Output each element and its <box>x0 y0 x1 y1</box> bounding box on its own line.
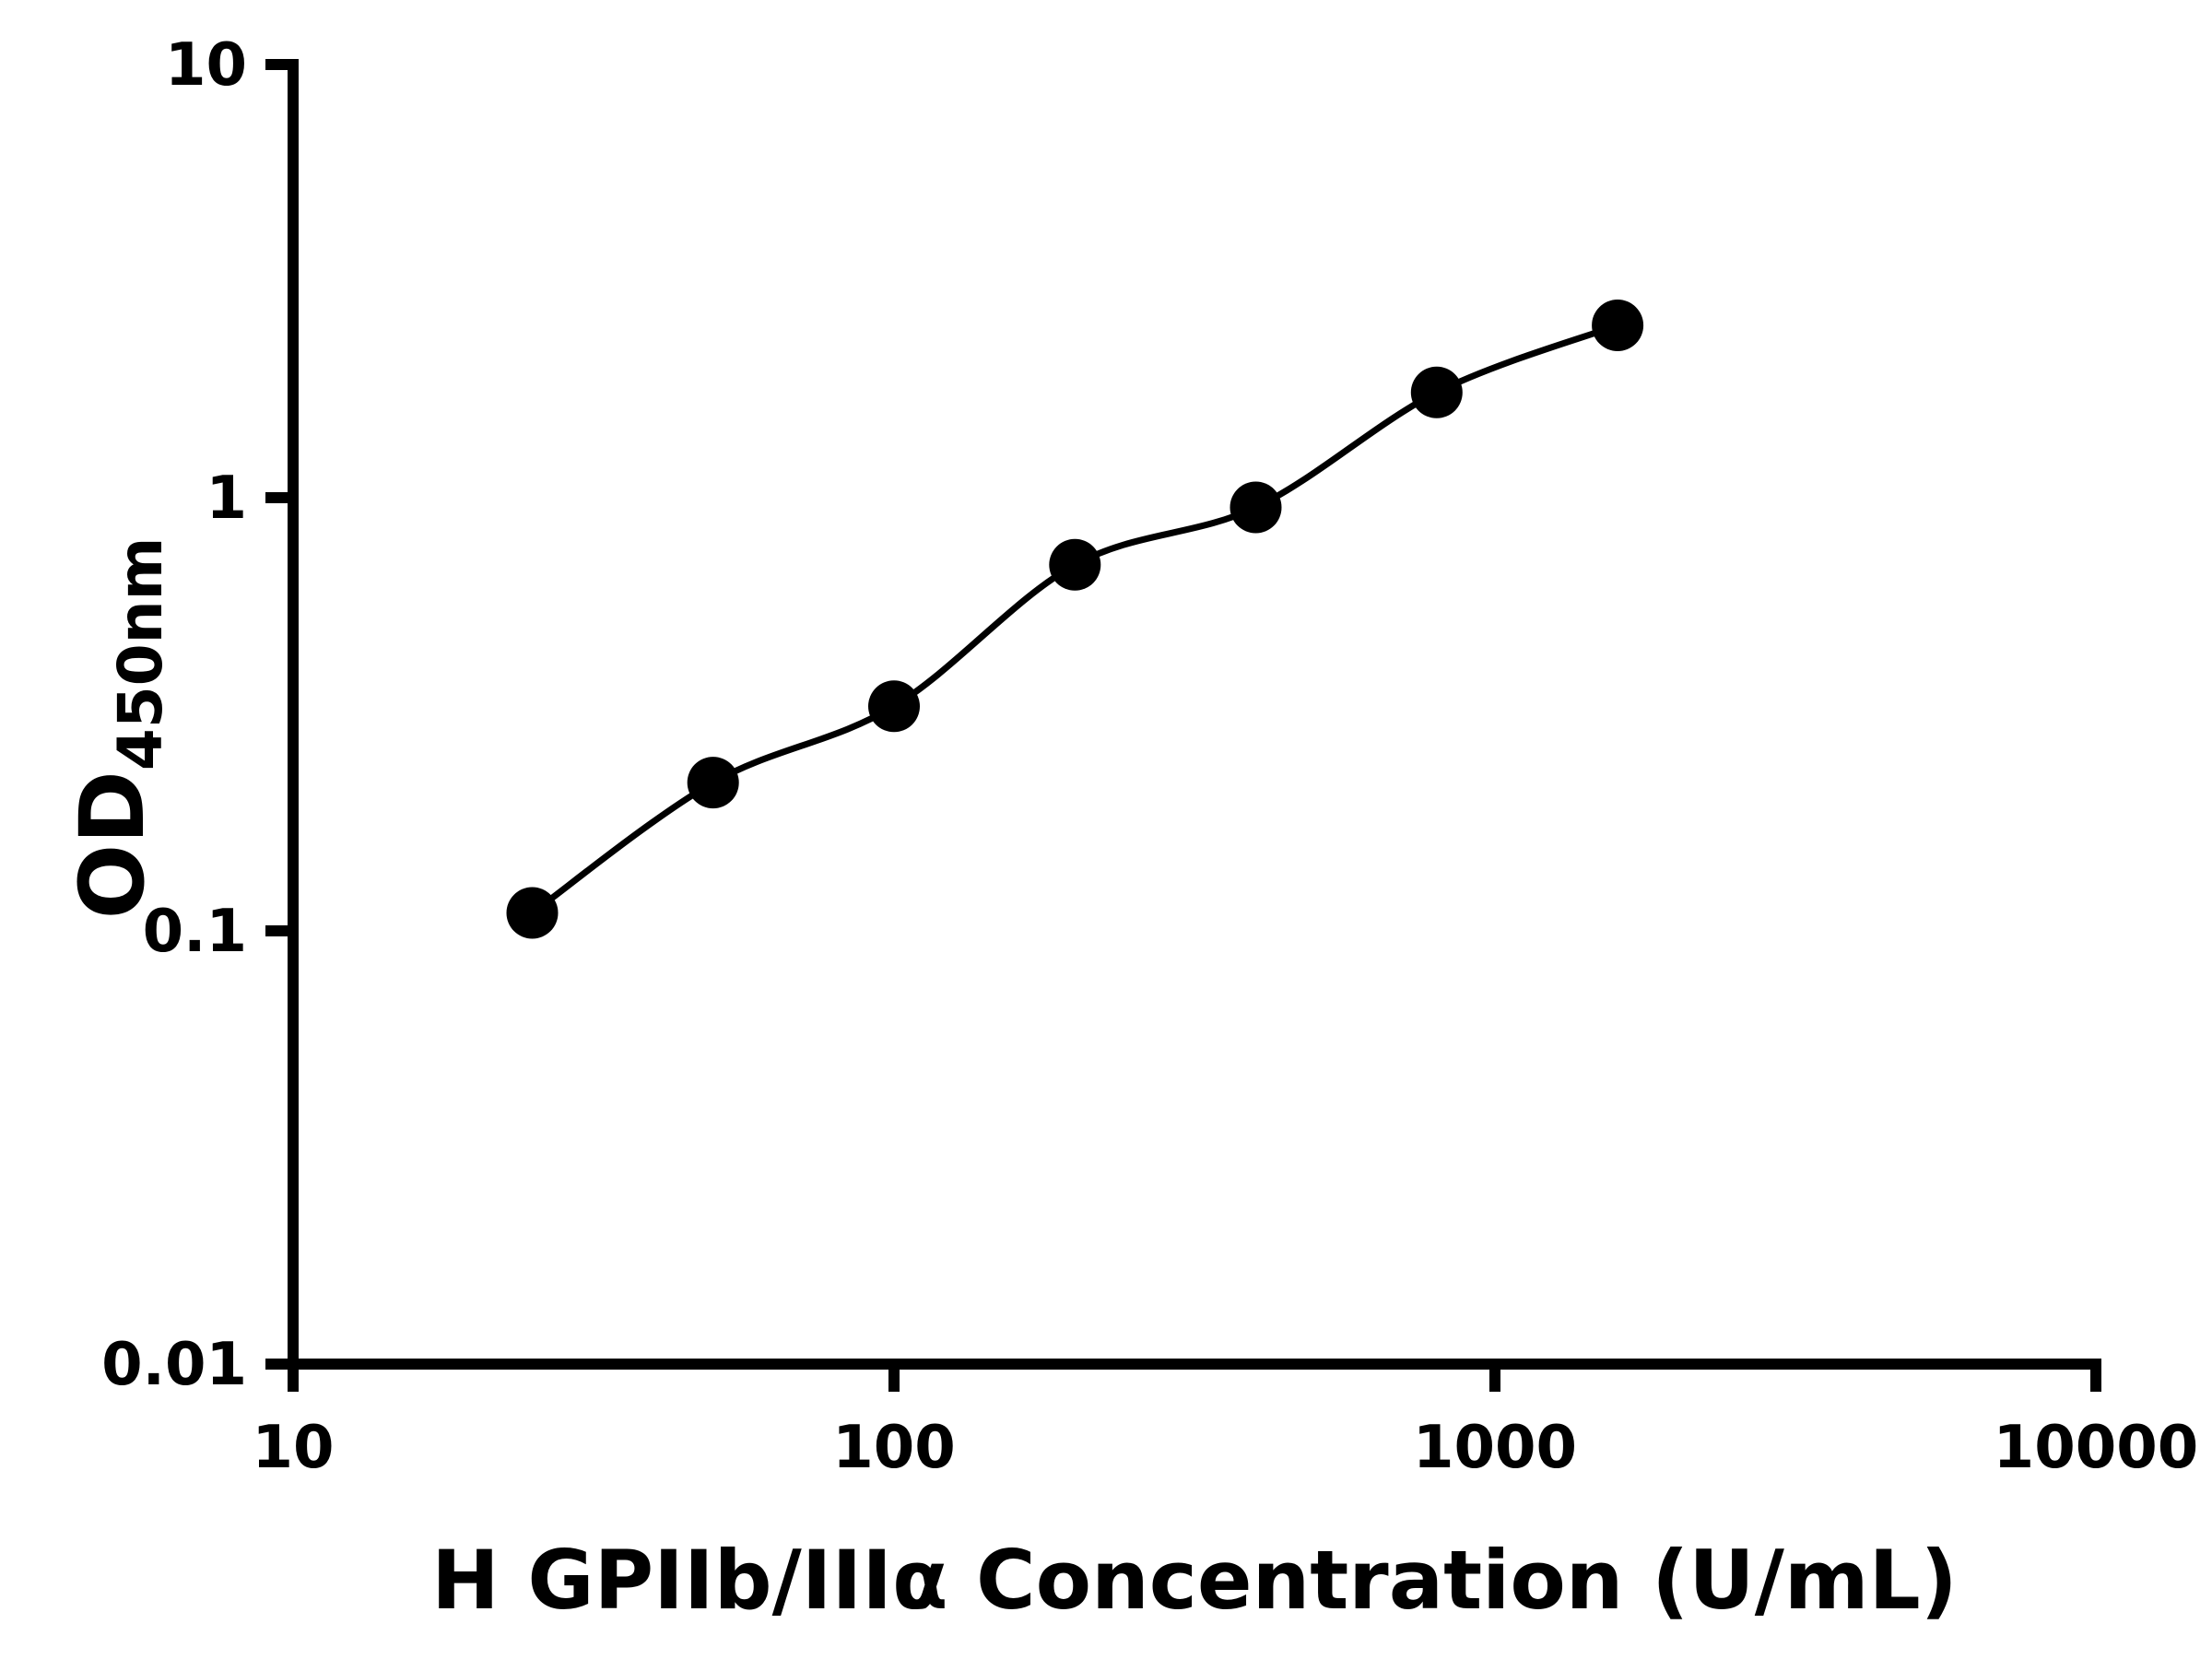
data-point <box>1230 481 1282 534</box>
y-tick-label: 10 <box>165 31 247 100</box>
data-point <box>1049 538 1101 591</box>
y-axis-title: OD450nm <box>61 537 176 920</box>
x-tick-label: 1000 <box>1413 1414 1577 1482</box>
tick-labels: 10 100 1000 10000 0.01 0.1 1 10 <box>101 31 2198 1482</box>
data-point <box>1592 300 1644 351</box>
y-tick-label: 1 <box>206 465 247 533</box>
fit-curve <box>530 322 1619 916</box>
x-tick-label: 10 <box>252 1414 334 1482</box>
x-tick-label: 100 <box>832 1414 956 1482</box>
data-point <box>1410 366 1463 418</box>
data-series <box>506 300 1644 939</box>
x-axis-title: H GPIIb/IIIα Concentration (U/mL) <box>431 1533 1958 1628</box>
axes <box>288 59 2101 1370</box>
data-point <box>868 680 920 733</box>
x-tick-label: 10000 <box>1994 1414 2199 1482</box>
tick-marks <box>265 59 2101 1392</box>
axis-lines <box>288 59 2101 1370</box>
data-point <box>506 887 559 939</box>
y-axis-title-group: OD450nm <box>61 537 176 920</box>
y-axis-title-subscript: 450nm <box>105 537 176 771</box>
data-point <box>687 757 739 809</box>
y-tick-label: 0.1 <box>143 898 247 966</box>
y-tick-label: 0.01 <box>101 1331 247 1399</box>
y-axis-title-main: OD <box>61 771 164 919</box>
